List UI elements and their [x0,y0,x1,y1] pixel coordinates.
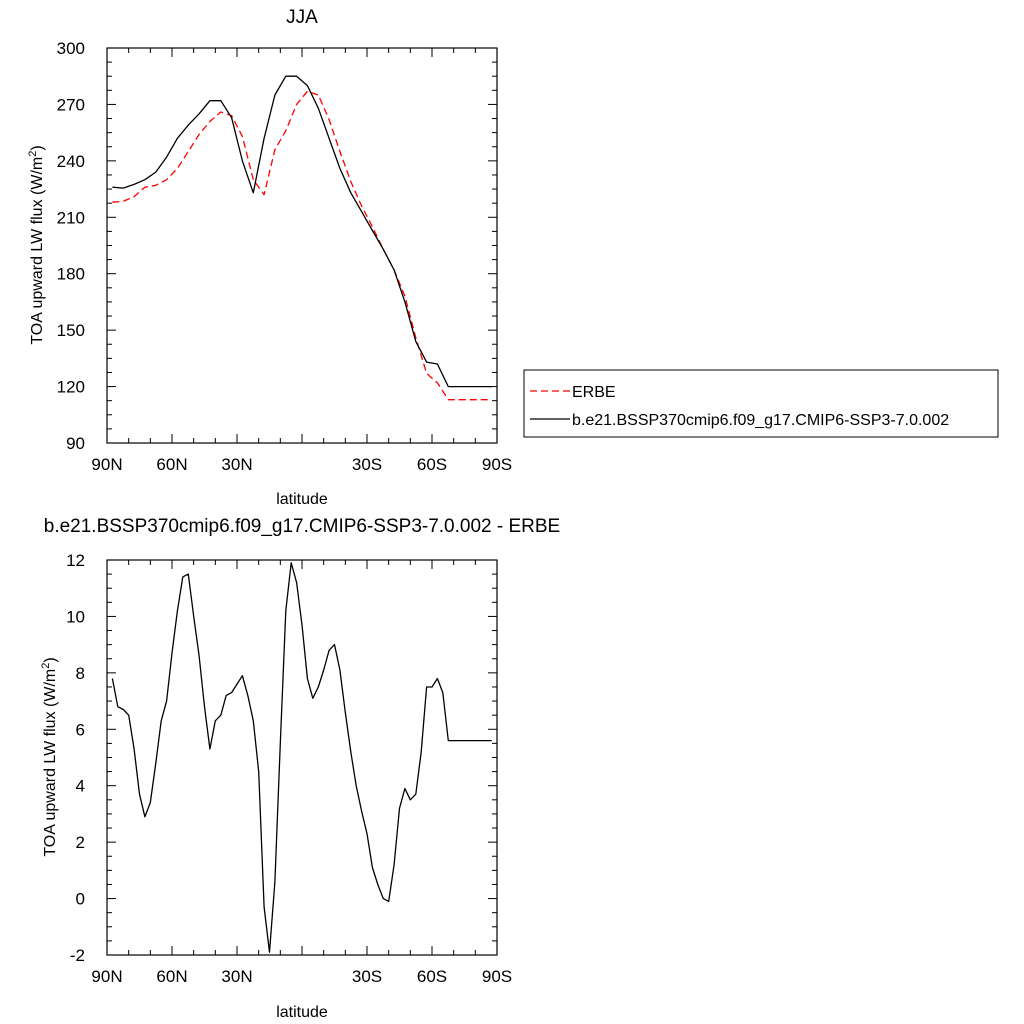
y-tick-label: 120 [57,378,85,397]
x-tick-label: 60S [417,455,447,474]
y-axis-label-bottom: TOA upward LW flux (W/m2) [40,657,59,856]
chart-panel-1: 90N 60N 30N 30S 60S 90S -2 0 2 4 6 8 10 12 [66,551,512,986]
x-tick-label: 30S [352,455,382,474]
y-tick-label: 240 [57,152,85,171]
series-line-1-0 [111,562,492,953]
plot-frame [106,559,498,956]
y-tick-label: 8 [76,664,85,683]
x-axis-label-top: latitude [276,491,328,508]
y-tick-label: 12 [66,551,85,570]
y-tick-label: -2 [70,946,85,965]
x-tick-label: 30S [352,967,382,986]
y-tick-label: 300 [57,39,85,58]
y-tick-label: 0 [76,890,85,909]
x-tick-label: 60N [156,455,187,474]
x-tick-label: 90S [482,455,512,474]
x-tick-label: 90S [482,967,512,986]
y-tick-label: 270 [57,95,85,114]
y-tick-label: 6 [76,720,85,739]
chart-title-top: JJA [286,7,318,28]
legend: ERBE b.e21.BSSP370cmip6.f09_g17.CMIP6-SS… [523,369,999,438]
y-tick-label: 180 [57,265,85,284]
y-tick-label: 10 [66,607,85,626]
chart-title-bottom: b.e21.BSSP370cmip6.f09_g17.CMIP6-SSP3-7.… [44,516,560,537]
legend-label-model: b.e21.BSSP370cmip6.f09_g17.CMIP6-SSP3-7.… [572,412,949,429]
plot-layer: 90N 60N 30N 30S 60S 90S9012015018021024027030… [57,39,513,986]
x-tick-label: 60S [417,967,447,986]
y-tick-label: 4 [76,777,85,796]
x-tick-label: 30N [221,455,252,474]
y-axis-label-top: TOA upward LW flux (W/m2) [27,145,46,344]
y-tick-label: 90 [66,434,85,453]
series-line-0-1 [112,75,492,388]
x-axis-label-bottom: latitude [276,1004,328,1021]
y-tick-label: 2 [76,833,85,852]
x-tick-label: 60N [156,967,187,986]
legend-label-erbe: ERBE [572,384,616,401]
chart-panel-0: 90N 60N 30N 30S 60S 90S 90 120 150 180 210 240 270 30… [57,39,513,474]
x-tick-label: 30N [221,967,252,986]
x-tick-label: 90N [91,967,122,986]
legend-box [523,369,999,438]
series-line-0-0 [112,90,492,401]
y-tick-label: 210 [57,208,85,227]
y-tick-label: 150 [57,321,85,340]
x-tick-label: 90N [91,455,122,474]
